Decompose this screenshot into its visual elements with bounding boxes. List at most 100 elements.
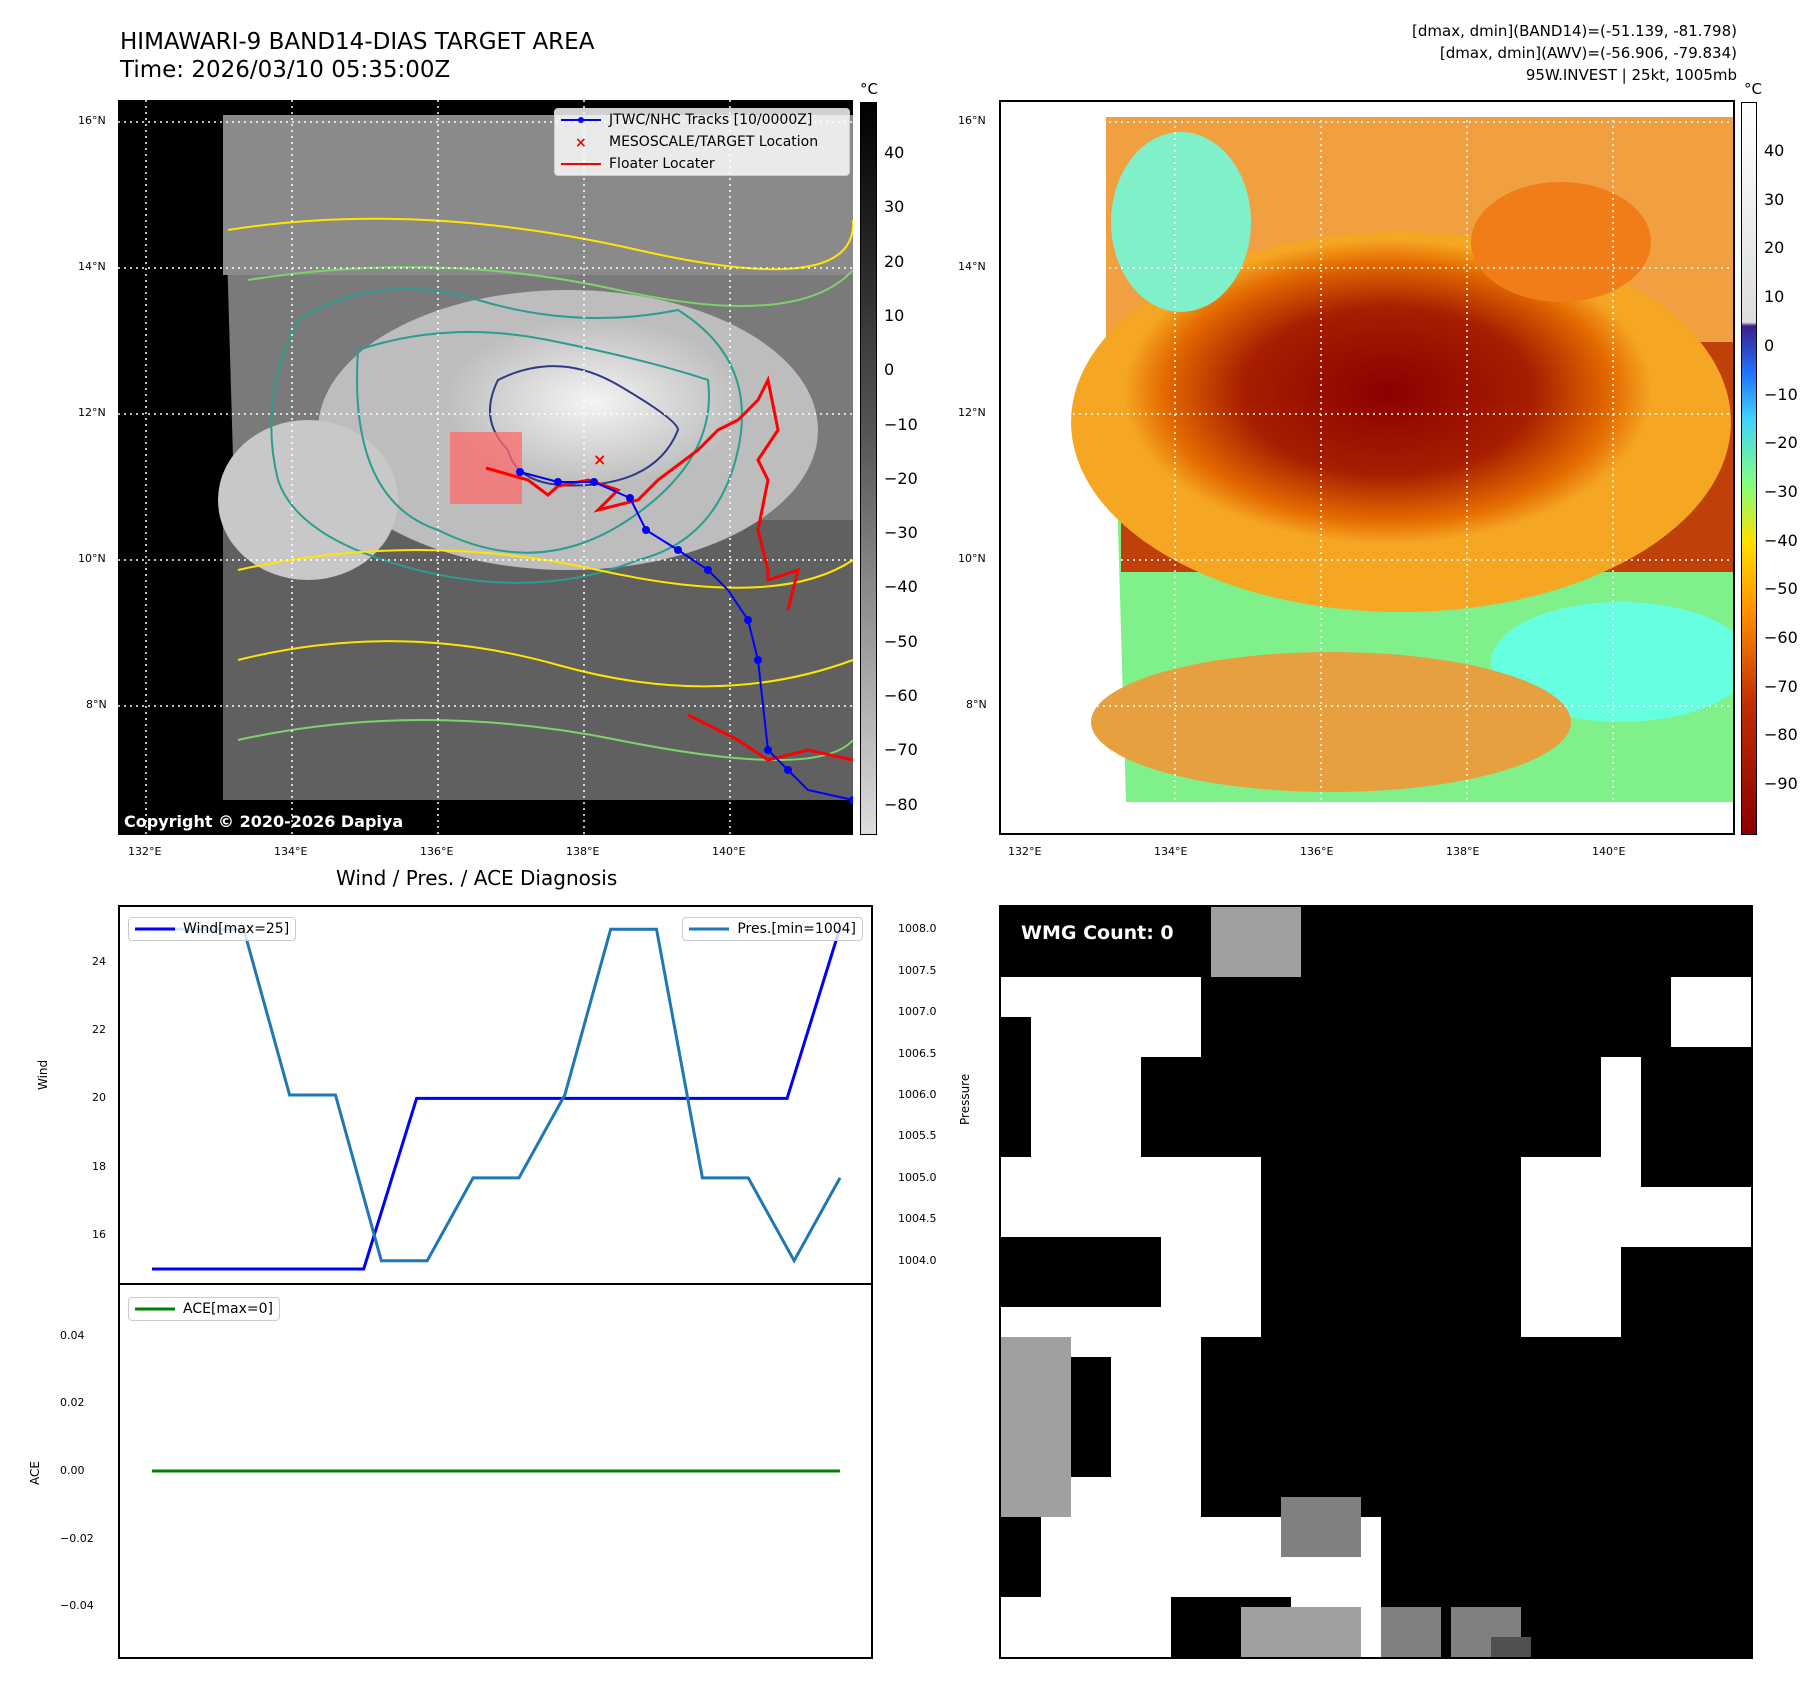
ir-map-image: × [118,100,853,835]
ir-map-panel: × JTWC/NHC Tracks [10/0000Z] × MESOSCALE… [118,100,853,835]
panel-title-line1: HIMAWARI-9 BAND14-DIAS TARGET AREA [120,29,595,55]
ace-ylabel: ACE [28,1461,42,1485]
pressure-axis-tick: 1005.0 [898,1170,937,1184]
ir-colorbar-tick: −40 [884,577,918,597]
awv-colorbar-tick: 20 [1764,238,1785,258]
pressure-series-line [152,927,842,1264]
stats-awv: [dmax, dmin](AWV)=(-56.906, -79.834) [1439,44,1737,62]
wmg-image [1001,907,1751,1657]
pressure-axis-tick: 1004.5 [898,1212,937,1226]
ir-colorbar [860,102,877,835]
lat-tick: 8°N [966,698,987,711]
lat-tick: 8°N [86,698,107,711]
map-legend: JTWC/NHC Tracks [10/0000Z] × MESOSCALE/T… [554,108,850,176]
lat-tick: 10°N [78,552,106,565]
wind-pres-plot [152,927,842,1271]
panel-title-line2: Time: 2026/03/10 05:35:00Z [120,57,451,83]
awv-colorbar-tick: −40 [1764,530,1798,550]
pressure-axis-tick: 1008.0 [898,922,937,936]
lat-tick: 12°N [958,406,986,419]
awv-colorbar-tick: 30 [1764,189,1785,209]
ir-colorbar-tick: 10 [884,305,905,325]
lon-tick: 134°E [1154,845,1188,858]
ir-colorbar-tick: −80 [884,794,918,814]
copyright-text: Copyright © 2020-2026 Dapiya [124,812,404,831]
legend-target-location: × MESOSCALE/TARGET Location [575,134,819,150]
ir-colorbar-tick: 30 [884,197,905,217]
wind-axis-tick: 20 [92,1091,106,1105]
legend-floater-locater: Floater Locater [561,156,715,172]
wind-axis-tick: 16 [92,1227,106,1241]
svg-text:×: × [593,450,606,469]
lat-tick: 14°N [78,260,106,273]
ir-colorbar-tick: −30 [884,523,918,543]
lat-tick: 16°N [78,114,106,127]
awv-colorbar-unit: °C [1744,80,1762,98]
storm-info: 95W.INVEST | 25kt, 1005mb [1525,66,1737,84]
ir-colorbar-tick: 20 [884,251,905,271]
lon-tick: 138°E [1446,845,1480,858]
lat-tick: 10°N [958,552,986,565]
wind-legend: Wind[max=25] [128,917,297,941]
ace-axis-tick: 0.04 [60,1328,85,1342]
ir-colorbar-tick: −70 [884,740,918,760]
awv-colorbar-tick: −70 [1764,676,1798,696]
lat-tick: 16°N [958,114,986,127]
awv-colorbar-tick: −20 [1764,433,1798,453]
svg-text:×: × [575,136,587,148]
awv-colorbar-tick: −50 [1764,579,1798,599]
awv-map-panel [999,100,1735,835]
ir-colorbar-unit: °C [860,80,878,98]
awv-colorbar-tick: −30 [1764,481,1798,501]
awv-map-image [1001,102,1733,833]
pressure-axis-tick: 1006.0 [898,1088,937,1101]
pressure-axis-tick: 1007.5 [898,963,937,977]
ace-axis-tick: −0.04 [60,1599,94,1613]
lon-tick: 140°E [1592,845,1626,858]
wind-series-line [152,927,842,1271]
ace-axis-tick: −0.02 [60,1531,94,1545]
awv-colorbar-tick: −90 [1764,774,1798,794]
awv-colorbar-tick: 40 [1764,141,1785,160]
wind-ylabel: Wind [36,1059,50,1090]
wind-axis-tick: 22 [92,1023,106,1037]
ir-colorbar-tick: 40 [884,143,905,162]
awv-colorbar-tick: −60 [1764,628,1798,647]
ir-colorbar-tick: −20 [884,468,918,488]
pres-legend: Pres.[min=1004] [682,917,863,941]
ir-colorbar-tick: −60 [884,686,918,705]
pressure-axis-tick: 1005.5 [898,1129,937,1143]
awv-colorbar-tick: −10 [1764,384,1798,404]
wmg-panel: WMG Count: 0 [999,905,1753,1659]
wind-pres-axes: Wind[max=25] Pres.[min=1004] [118,905,873,1285]
lon-tick: 136°E [1300,845,1334,858]
pressure-axis-tick: 1007.0 [898,1005,937,1019]
wmg-count-label: WMG Count: 0 [1013,919,1182,947]
ir-colorbar-tick: −50 [884,631,918,651]
pressure-axis-tick: 1006.5 [898,1046,937,1060]
lon-tick: 136°E [420,845,454,858]
ace-plot [152,1469,840,1473]
lon-tick: 132°E [128,845,162,858]
lon-tick: 134°E [274,845,308,858]
ace-legend: ACE[max=0] [128,1297,281,1321]
lat-tick: 14°N [958,260,986,273]
diagnosis-title: Wind / Pres. / ACE Diagnosis [336,866,618,890]
wind-axis-tick: 24 [92,954,106,968]
ir-colorbar-tick: −10 [884,414,918,434]
wind-axis-tick: 18 [92,1159,106,1173]
ace-axis-tick: 0.00 [60,1464,85,1477]
stats-band14: [dmax, dmin](BAND14)=(-51.139, -81.798) [1412,22,1737,40]
ace-axis-tick: 0.02 [60,1396,85,1410]
ace-axes: ACE[max=0] [118,1283,873,1659]
awv-colorbar-tick: 0 [1764,335,1775,355]
lat-tick: 12°N [78,406,106,419]
legend-jtwc-track: JTWC/NHC Tracks [10/0000Z] [555,109,849,131]
lon-tick: 138°E [566,845,600,858]
ir-colorbar-tick: 0 [884,360,895,380]
lon-tick: 140°E [712,845,746,858]
pressure-axis-tick: 1004.0 [898,1253,937,1267]
awv-colorbar [1741,102,1757,835]
awv-colorbar-tick: 10 [1764,287,1785,307]
pres-ylabel: Pressure [958,1073,972,1125]
